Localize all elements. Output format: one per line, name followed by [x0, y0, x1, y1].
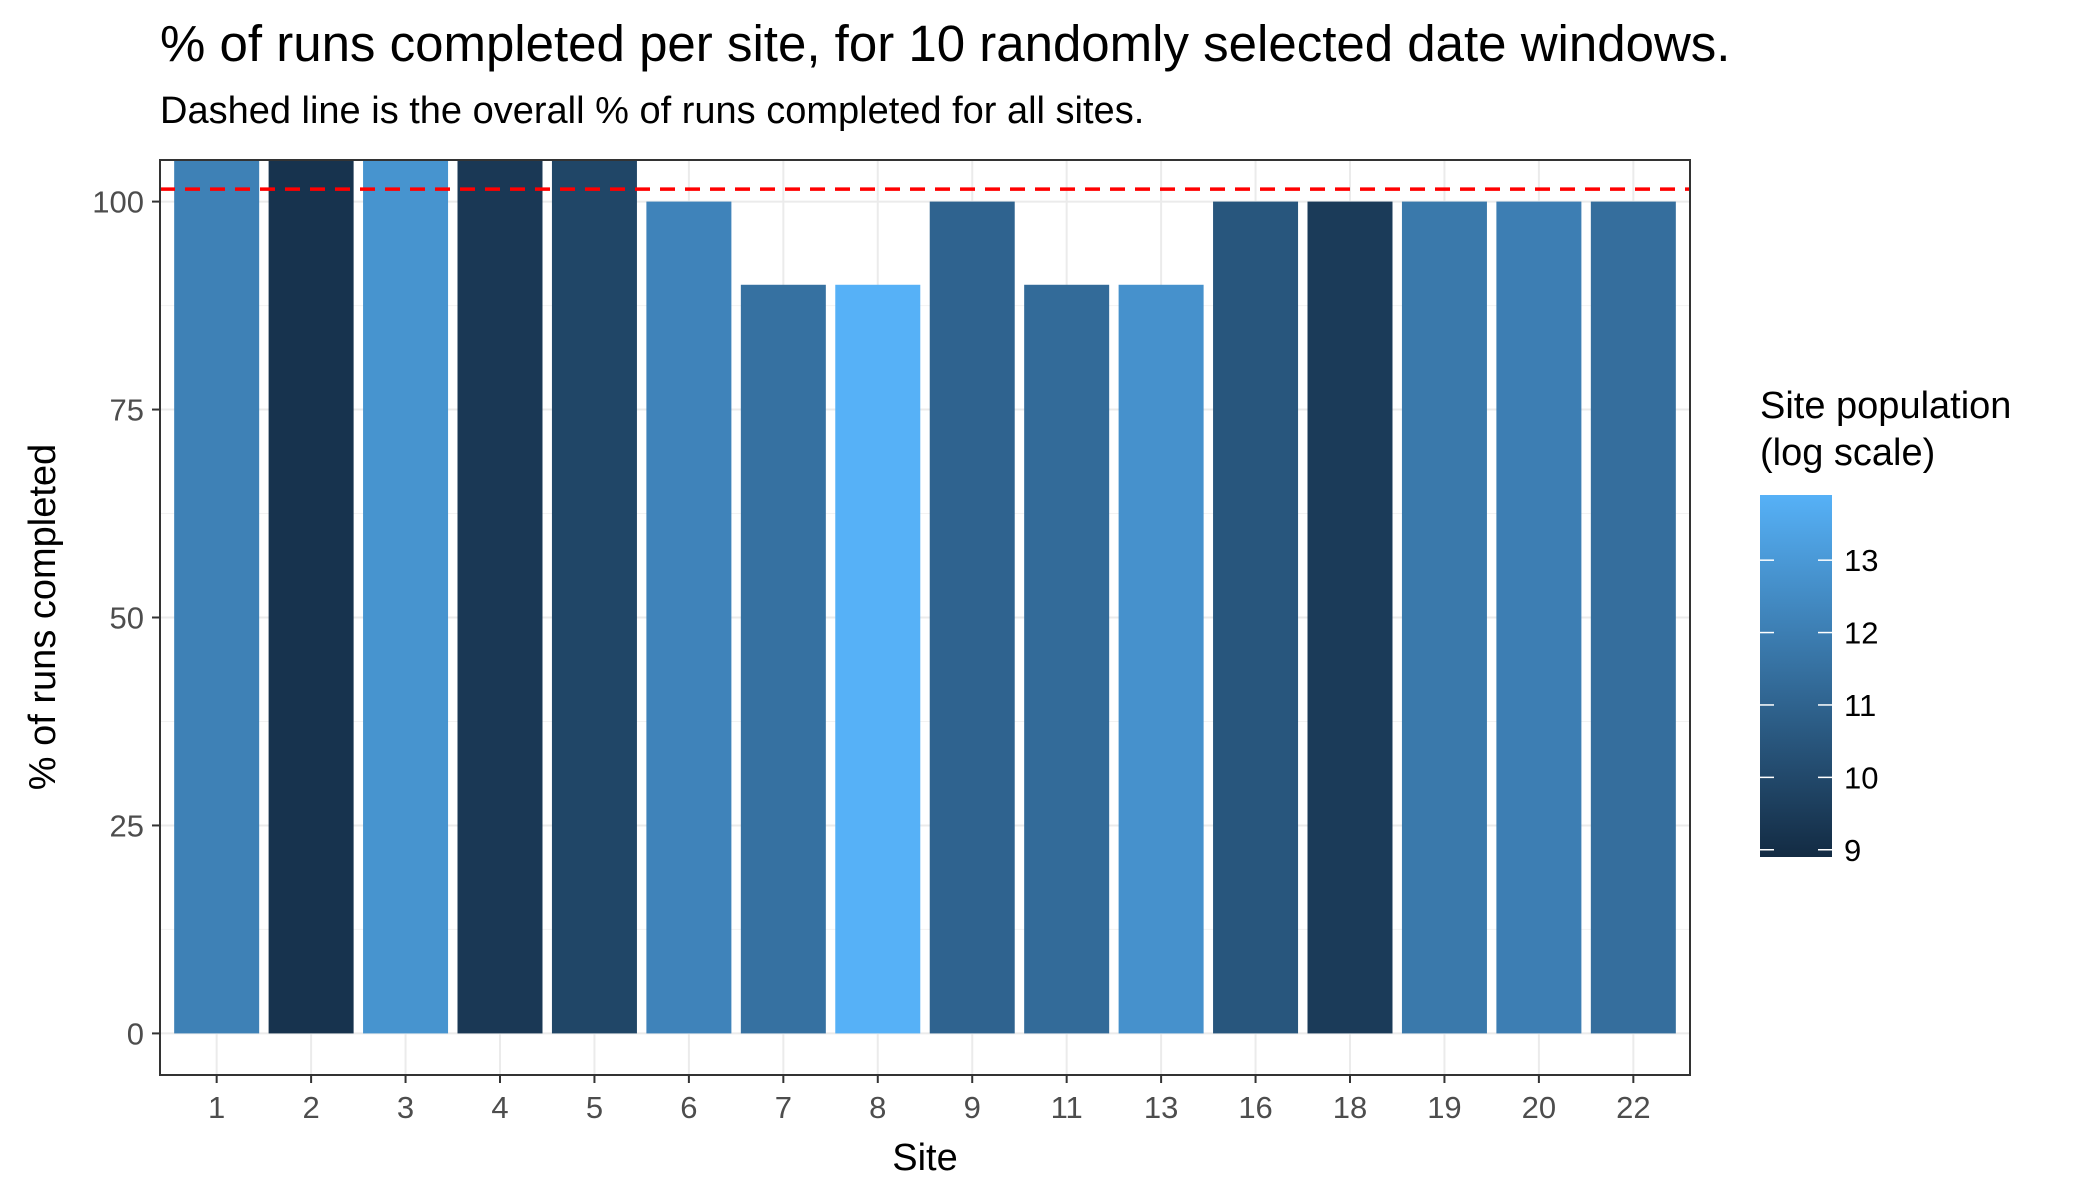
bar-site-19 — [1401, 201, 1487, 1034]
bar-site-7 — [740, 284, 826, 1034]
x-axis-title: Site — [892, 1137, 957, 1179]
x-tick-label: 4 — [491, 1090, 508, 1125]
x-tick-label: 6 — [680, 1090, 697, 1125]
y-tick-label: 0 — [127, 1016, 144, 1051]
bar-site-3 — [363, 160, 449, 1034]
bar-site-2 — [268, 160, 354, 1034]
legend: Site population (log scale) 9 10 11 12 13 — [1760, 385, 2011, 868]
bar-site-8 — [835, 284, 921, 1034]
axes: 0 25 50 75 100 1 2 3 4 5 6 7 8 9 11 13 16 18 19 20 22 — [92, 185, 1650, 1125]
x-tick-label: 3 — [397, 1090, 414, 1125]
bar-site-9 — [929, 201, 1015, 1034]
x-tick-label: 19 — [1427, 1090, 1461, 1125]
bar-site-16 — [1213, 201, 1299, 1034]
chart-subtitle: Dashed line is the overall % of runs com… — [160, 90, 1145, 132]
legend-title-line-2: (log scale) — [1760, 432, 1935, 474]
x-tick-label: 22 — [1616, 1090, 1650, 1125]
x-tick-label: 1 — [208, 1090, 225, 1125]
bar-site-4 — [457, 160, 543, 1034]
x-tick-label: 9 — [964, 1090, 981, 1125]
bar-site-18 — [1307, 201, 1393, 1034]
y-tick-label: 50 — [110, 601, 144, 636]
x-tick-label: 7 — [775, 1090, 792, 1125]
bar-site-13 — [1118, 284, 1204, 1034]
bar-site-1 — [174, 160, 260, 1034]
legend-break-label: 11 — [1844, 688, 1876, 723]
legend-break-label: 10 — [1844, 760, 1878, 795]
x-tick-label: 8 — [869, 1090, 886, 1125]
legend-break-label: 12 — [1844, 616, 1878, 651]
y-tick-label: 75 — [110, 393, 144, 428]
x-tick-label: 18 — [1333, 1090, 1367, 1125]
y-axis-title: % of runs completed — [22, 444, 64, 790]
x-tick-label: 11 — [1051, 1090, 1083, 1125]
bar-site-20 — [1496, 201, 1582, 1034]
legend-title-line-1: Site population — [1760, 385, 2011, 427]
bar-site-6 — [646, 201, 732, 1034]
x-tick-label: 13 — [1144, 1090, 1178, 1125]
chart-title: % of runs completed per site, for 10 ran… — [160, 15, 1731, 72]
legend-break-label: 9 — [1844, 833, 1861, 868]
bar-site-5 — [551, 160, 637, 1034]
x-tick-label: 20 — [1522, 1090, 1556, 1125]
legend-break-label: 13 — [1844, 543, 1878, 578]
legend-colorbar — [1760, 495, 1832, 857]
bars — [174, 160, 1676, 1034]
x-tick-label: 5 — [586, 1090, 603, 1125]
bar-site-22 — [1590, 201, 1676, 1034]
bar-site-11 — [1024, 284, 1110, 1034]
x-tick-label: 16 — [1238, 1090, 1272, 1125]
y-tick-label: 25 — [110, 808, 144, 843]
y-tick-label: 100 — [92, 185, 144, 220]
x-tick-label: 2 — [302, 1090, 319, 1125]
